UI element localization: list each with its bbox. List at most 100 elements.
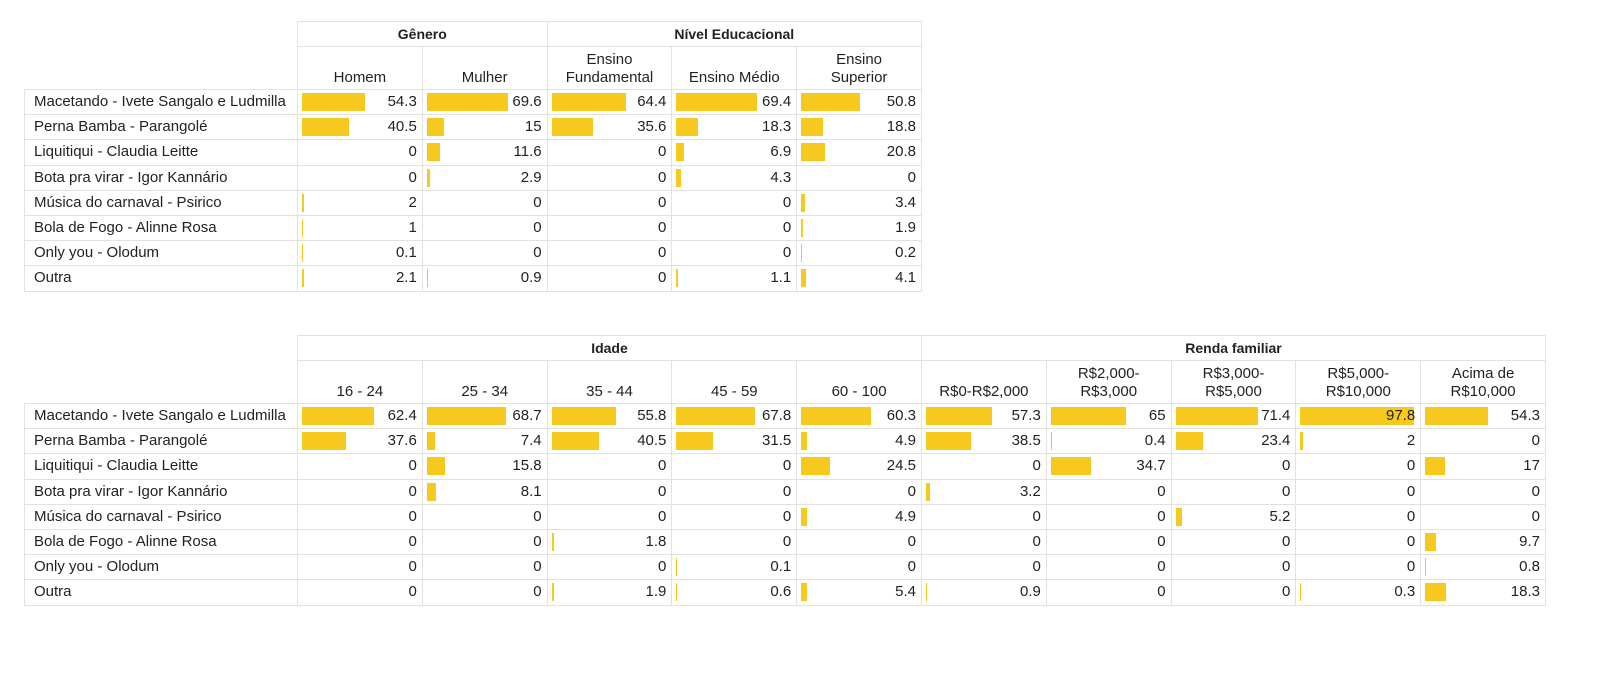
- data-bar: [801, 143, 826, 162]
- value-cell: 18.8: [796, 114, 922, 141]
- data-bar: [801, 269, 806, 288]
- value-label: 2: [408, 193, 417, 211]
- value-cell: 0.9: [421, 265, 548, 292]
- value-label: 4.1: [895, 269, 916, 287]
- value-cell: 0: [921, 554, 1047, 581]
- row-label: Macetando - Ivete Sangalo e Ludmilla: [24, 403, 298, 430]
- value-label: 0: [658, 168, 667, 186]
- group-header: Nível Educacional: [546, 21, 922, 47]
- value-label: 0: [408, 143, 417, 161]
- value-cell: 0: [1170, 478, 1297, 505]
- value-cell: 1.9: [546, 579, 673, 606]
- row-label: Bota pra virar - Igor Kannário: [24, 478, 298, 505]
- value-label: 0: [782, 219, 792, 236]
- value-label: 40.5: [637, 432, 667, 450]
- value-label: 31.5: [761, 432, 792, 450]
- value-label: 0.2: [895, 244, 916, 262]
- value-cell: 0: [546, 265, 673, 292]
- value-label: 0: [658, 269, 667, 287]
- value-cell: 0: [297, 554, 423, 581]
- data-bar: [426, 407, 507, 425]
- value-cell: 0: [671, 240, 798, 267]
- value-cell: 0: [671, 215, 798, 242]
- value-cell: 60.3: [796, 403, 922, 430]
- data-bar: [426, 168, 431, 187]
- value-cell: 0: [1045, 554, 1172, 581]
- column-header: 45 - 59: [671, 360, 798, 404]
- data-bar: [801, 432, 807, 451]
- value-cell: 0: [796, 164, 922, 191]
- data-bar: [801, 407, 872, 425]
- value-label: 15.8: [512, 457, 542, 475]
- data-bar: [926, 432, 971, 451]
- data-bar: [676, 407, 756, 425]
- value-cell: 4.3: [671, 164, 798, 191]
- value-cell: 4.1: [796, 265, 922, 292]
- value-cell: 0: [546, 478, 673, 505]
- data-bar: [1425, 407, 1489, 425]
- data-bar: [676, 432, 713, 451]
- value-cell: 0: [297, 139, 423, 166]
- value-cell: 0: [297, 164, 423, 191]
- value-label: 0: [658, 457, 667, 475]
- data-bar: [1300, 407, 1414, 425]
- value-cell: 0: [546, 139, 673, 166]
- value-label: 0: [408, 583, 417, 601]
- value-label: 0.9: [520, 269, 542, 287]
- row-label: Bota pra virar - Igor Kannário: [24, 164, 298, 191]
- value-cell: 62.4: [297, 403, 423, 430]
- value-cell: 0: [421, 189, 548, 216]
- value-cell: 0: [671, 478, 798, 505]
- data-bar: [676, 168, 682, 187]
- value-cell: 0: [921, 453, 1047, 480]
- row-label: Only you - Olodum: [24, 240, 298, 267]
- value-label: 9.7: [1519, 533, 1540, 550]
- value-cell: 37.6: [297, 428, 423, 455]
- value-cell: 54.3: [297, 89, 423, 116]
- value-label: 0: [907, 533, 916, 550]
- value-cell: 0: [546, 554, 673, 581]
- value-cell: 7.4: [421, 428, 548, 455]
- value-label: 0.1: [770, 558, 792, 576]
- value-cell: 1.8: [546, 529, 673, 556]
- value-label: 0: [408, 507, 417, 525]
- value-label: 18.3: [761, 118, 792, 136]
- value-cell: 40.5: [546, 428, 673, 455]
- value-label: 0: [533, 219, 542, 236]
- value-label: 0: [533, 193, 542, 211]
- data-bar: [302, 219, 304, 237]
- value-cell: 0: [1295, 503, 1422, 530]
- value-label: 0: [907, 482, 916, 500]
- value-cell: 6.9: [671, 139, 798, 166]
- data-bar: [1175, 407, 1259, 425]
- value-label: 0: [1032, 558, 1041, 576]
- value-cell: 0: [297, 529, 423, 556]
- value-label: 50.8: [886, 93, 916, 110]
- value-label: 0: [1406, 457, 1416, 475]
- value-label: 0: [408, 558, 417, 576]
- value-cell: 18.3: [671, 114, 798, 141]
- value-label: 0: [1282, 583, 1291, 601]
- value-label: 0: [658, 219, 667, 236]
- value-label: 3.2: [1019, 482, 1041, 500]
- value-label: 0: [1032, 533, 1041, 550]
- row-label: Perna Bamba - Parangolé: [24, 428, 298, 455]
- value-cell: 15: [421, 114, 548, 141]
- value-label: 4.9: [895, 507, 916, 525]
- value-label: 0: [658, 193, 667, 211]
- value-label: 0: [658, 244, 667, 262]
- value-label: 0.3: [1394, 583, 1416, 601]
- value-cell: 23.4: [1170, 428, 1297, 455]
- value-cell: 2.9: [421, 164, 548, 191]
- value-cell: 54.3: [1420, 403, 1546, 430]
- data-bar: [551, 533, 554, 551]
- value-cell: 0: [1045, 478, 1172, 505]
- value-cell: 0: [421, 529, 548, 556]
- value-label: 34.7: [1136, 457, 1166, 475]
- value-cell: 0: [421, 240, 548, 267]
- row-label: Música do carnaval - Psirico: [24, 503, 298, 530]
- value-label: 0: [1157, 583, 1166, 601]
- value-label: 8.1: [520, 482, 542, 500]
- value-cell: 0: [546, 164, 673, 191]
- data-bar: [551, 93, 627, 111]
